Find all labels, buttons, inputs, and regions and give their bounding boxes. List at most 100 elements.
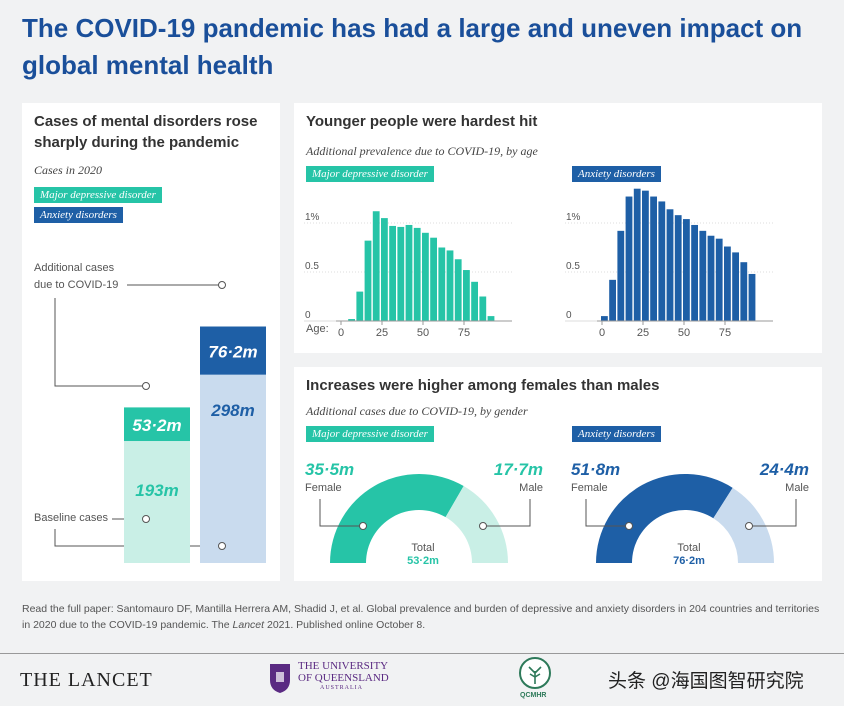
mdd-age-bar xyxy=(397,226,405,321)
cases-chart: 53·2m 193m 76·2m 298m xyxy=(54,281,266,563)
uq-name-line1: THE UNIVERSITY xyxy=(298,660,389,672)
mdd-female-segment xyxy=(330,474,464,563)
citation-journal-italic: Lancet xyxy=(232,619,265,631)
anxiety-age-bar xyxy=(724,246,731,321)
anxiety-age-bar xyxy=(642,190,649,321)
mdd-age-bar xyxy=(422,232,429,321)
mdd-xtick: 75 xyxy=(458,327,470,339)
mdd-age-bar xyxy=(381,218,388,321)
age-panel: Younger people were hardest hit Addition… xyxy=(294,103,822,353)
gender-subtitle: Additional cases due to COVID-19, by gen… xyxy=(306,404,528,418)
bar-additional-mdd xyxy=(124,407,190,442)
mdd-age-bar xyxy=(471,281,478,321)
citation-date: 2021. Published online October 8. xyxy=(266,619,426,631)
anxiety-age-bar xyxy=(658,201,666,321)
mdd-xtick: 0 xyxy=(338,327,344,339)
anxiety-ytick: 0.5 xyxy=(566,261,580,272)
mdd-age-bar xyxy=(413,227,421,321)
uq-logo: THE UNIVERSITY OF QUEENSLAND AUSTRALIA xyxy=(268,660,398,700)
age-charts: 0 0.5 1% 0 25 50 75 0 0.5 1% 0 25 50 75 xyxy=(304,188,773,339)
gender-panel-title: Increases were higher among females than… xyxy=(306,377,660,394)
qcmhr-tree-icon xyxy=(519,657,551,689)
mdd-xtick: 25 xyxy=(376,327,388,339)
bar-additional-anxiety xyxy=(200,326,266,375)
mdd-male-value: 17·7m xyxy=(494,460,543,479)
bar-baseline-mdd xyxy=(124,441,190,563)
age-axis-label: Age: xyxy=(306,323,329,335)
mdd-age-bar xyxy=(463,270,470,321)
mdd-male-label: Male xyxy=(519,482,543,494)
mdd-age-bar xyxy=(454,259,462,321)
uq-crest-icon xyxy=(270,664,290,693)
mdd-xtick: 50 xyxy=(417,327,429,339)
mdd-age-bar xyxy=(389,225,396,321)
anxiety-age-bar xyxy=(617,230,625,321)
age-subtitle: Additional prevalence due to COVID-19, b… xyxy=(306,144,538,158)
anxiety-age-bar xyxy=(601,316,608,321)
anxiety-female-segment xyxy=(596,474,733,563)
cases-panel: Cases of mental disorders rose sharply d… xyxy=(22,103,280,581)
legend-mdd: Major depressive disorder xyxy=(34,187,162,203)
label-additional-mdd: 53·2m xyxy=(132,416,181,435)
dot-additional-anxiety xyxy=(218,281,226,289)
cases-subtitle: Cases in 2020 xyxy=(34,163,103,177)
anxiety-xtick: 0 xyxy=(599,327,605,339)
qcmhr-logo: QCMHR xyxy=(518,656,552,702)
citation-text: Read the full paper: Santomauro DF, Mant… xyxy=(22,603,820,631)
gender-tag-mdd: Major depressive disorder xyxy=(306,426,434,442)
label-baseline-mdd: 193m xyxy=(135,481,178,500)
citation-journal: The xyxy=(211,619,230,631)
anxiety-age-bar xyxy=(625,196,633,321)
anxiety-male-label: Male xyxy=(785,482,809,494)
mdd-age-bar xyxy=(348,319,355,321)
mdd-male-segment xyxy=(445,486,508,563)
dot-additional-mdd xyxy=(142,382,150,390)
anxiety-age-bar xyxy=(740,262,748,321)
anxiety-female-label: Female xyxy=(571,482,608,494)
mdd-ytick: 0 xyxy=(305,310,311,321)
connector-additional-mdd xyxy=(54,298,146,387)
anxiety-xtick: 75 xyxy=(719,327,731,339)
anxiety-ytick: 1% xyxy=(566,212,581,223)
age-tag-mdd: Major depressive disorder xyxy=(306,166,434,182)
anxiety-age-bar xyxy=(666,209,674,321)
mdd-age-bar xyxy=(479,296,487,321)
gender-tag-anxiety: Anxiety disorders xyxy=(572,426,661,442)
anxiety-xtick: 25 xyxy=(637,327,649,339)
mdd-age-bar xyxy=(364,240,372,321)
mdd-female-label: Female xyxy=(305,482,342,494)
mdd-ytick: 1% xyxy=(305,212,320,223)
mdd-ytick: 0.5 xyxy=(305,261,319,272)
mdd-female-value: 35·5m xyxy=(305,460,354,479)
mdd-age-bar xyxy=(372,211,380,321)
anxiety-female-connector xyxy=(585,499,629,527)
watermark-text: 头条 @海国图智研究院 xyxy=(608,671,804,692)
anxiety-male-value: 24·4m xyxy=(759,460,809,479)
legend-anxiety: Anxiety disorders xyxy=(34,207,123,223)
page-title: The COVID-19 pandemic has had a large an… xyxy=(22,13,803,80)
mdd-female-connector xyxy=(319,499,363,527)
lancet-logo: THE LANCET xyxy=(20,669,153,691)
anxiety-age-bar xyxy=(715,238,723,321)
uq-name-line2: OF QUEENSLAND xyxy=(298,672,389,684)
anxiety-age-bar xyxy=(732,252,739,321)
mdd-age-bar xyxy=(446,250,454,321)
anxiety-total-value: 76·2m xyxy=(673,555,705,567)
label-additional-anxiety: 76·2m xyxy=(208,343,257,362)
anxiety-male-segment xyxy=(713,487,774,563)
anxiety-ytick: 0 xyxy=(566,310,572,321)
mdd-male-dot xyxy=(479,522,487,530)
anxiety-female-value: 51·8m xyxy=(571,460,620,479)
anxiety-age-bar xyxy=(699,230,707,321)
anxiety-xtick: 50 xyxy=(678,327,690,339)
age-tag-anxiety: Anxiety disorders xyxy=(572,166,661,182)
mdd-age-bar xyxy=(487,316,495,321)
mdd-male-connector xyxy=(483,499,531,527)
dot-baseline-anxiety xyxy=(218,542,226,550)
qcmhr-text: QCMHR xyxy=(520,692,547,699)
citation: Read the full paper: Santomauro DF, Mant… xyxy=(22,601,822,633)
anxiety-male-connector xyxy=(749,499,797,527)
mdd-age-bar xyxy=(405,224,413,321)
age-panel-title: Younger people were hardest hit xyxy=(306,113,538,130)
